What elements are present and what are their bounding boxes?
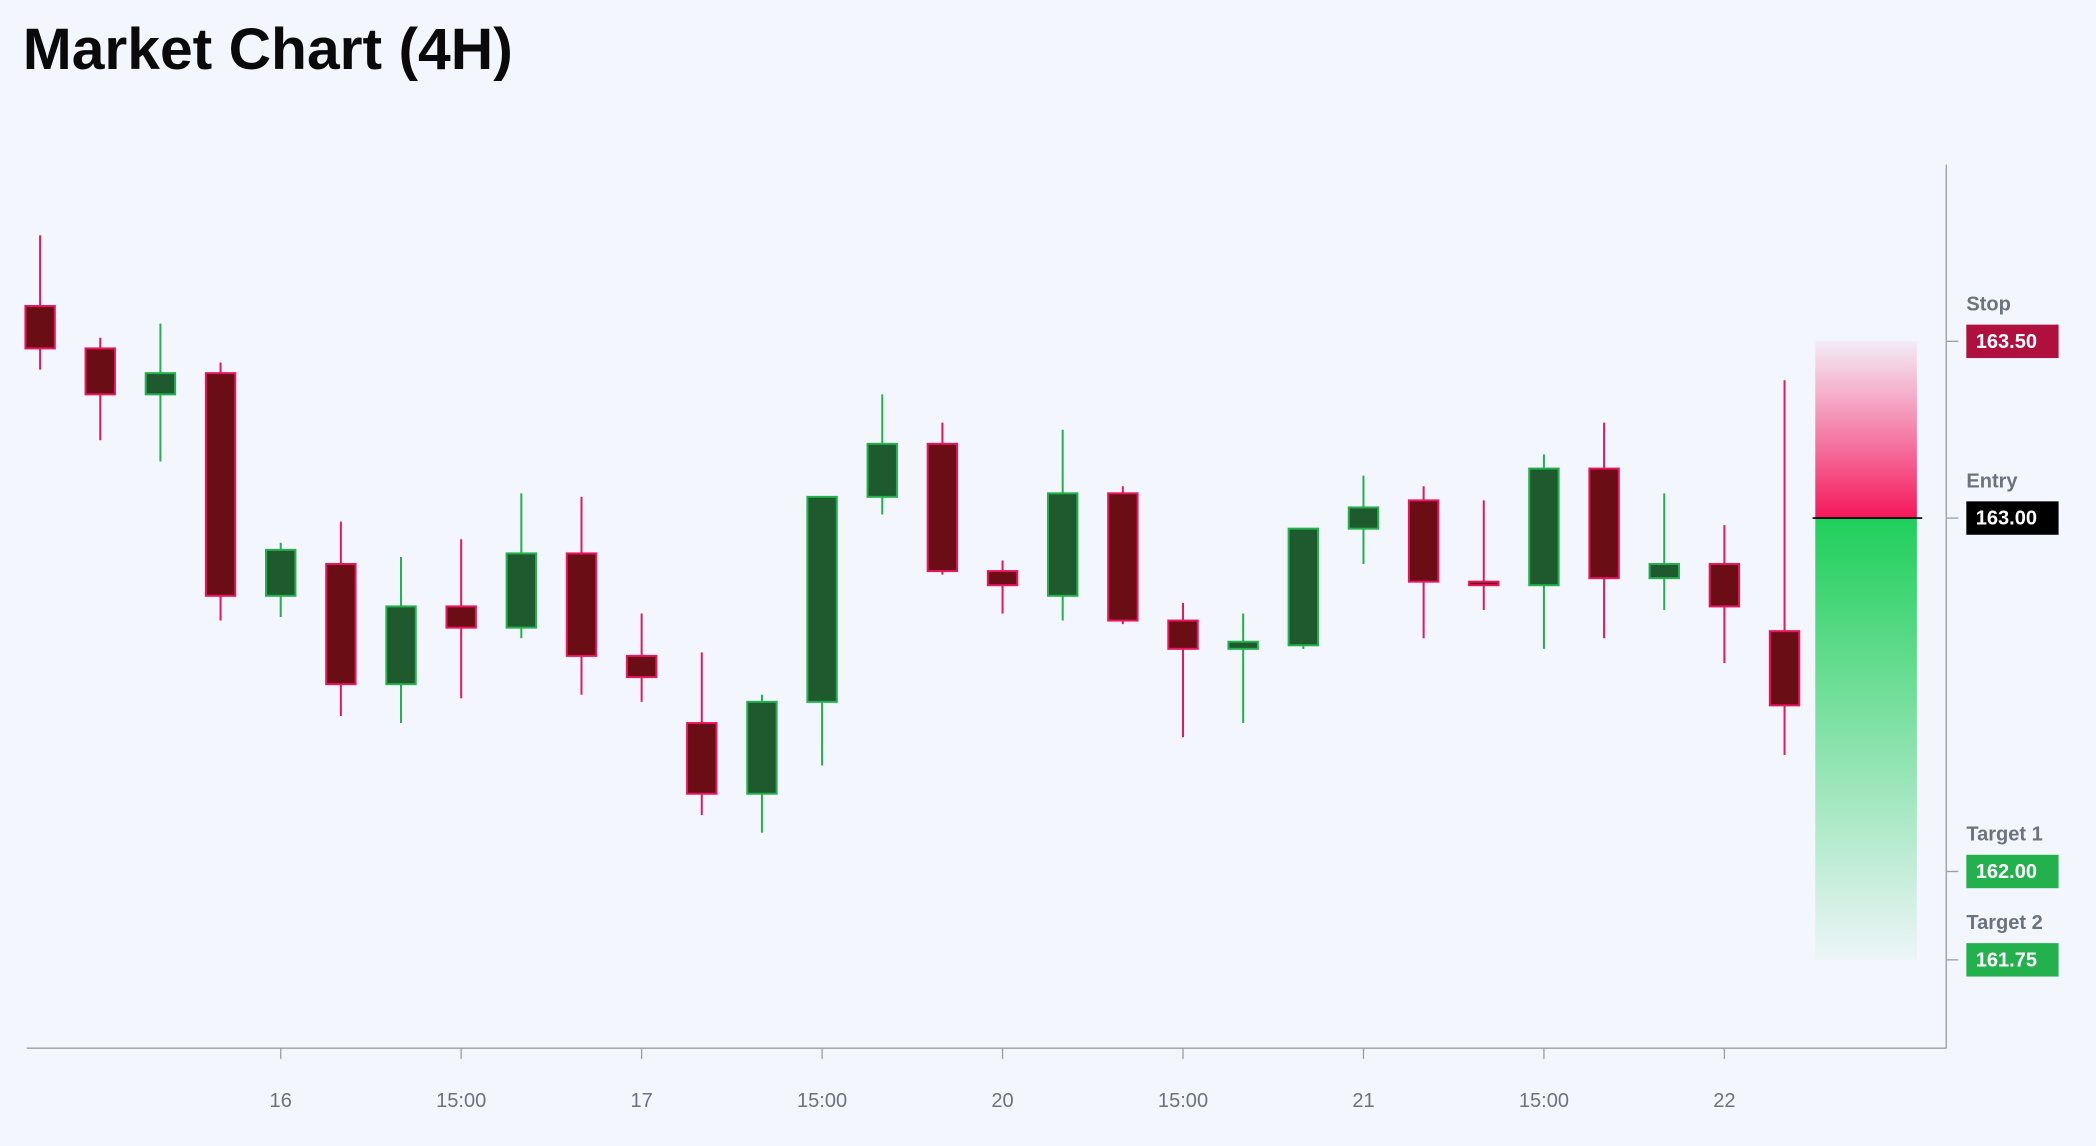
level-name: Target 1 [1966,824,2042,846]
candle-body [565,552,598,657]
candle-body [265,548,297,597]
level-value: 163.00 [1976,508,2037,530]
candle-body [24,304,56,350]
candle-body [926,442,959,573]
x-tick-label: 15:00 [797,1090,847,1112]
level-value: 161.75 [1976,949,2037,971]
level-badge [1966,943,2059,977]
candle-body [445,605,477,629]
target-zone [1815,518,1917,960]
candle-body [1107,492,1139,622]
level-value: 162.00 [1976,861,2037,883]
candle-body [505,552,538,629]
candle-body [1227,640,1259,650]
candle-body [866,442,898,498]
candle-body [1287,527,1320,647]
level-badge [1966,324,2059,359]
candle-body [204,372,237,597]
candle-body [806,495,838,703]
level-name: Entry [1966,470,2018,492]
candle-body [1528,467,1560,587]
candle-body [1648,563,1680,580]
candle-body [686,722,718,795]
level-value: 163.50 [1976,331,2037,353]
candle-body [1347,506,1380,530]
candle-body [385,605,417,686]
x-tick-label: 22 [1713,1090,1735,1112]
level-badge [1966,854,2059,889]
x-tick-label: 16 [270,1090,292,1112]
candle-body [1468,580,1500,587]
level-badge [1966,501,2059,535]
x-tick-label: 15:00 [1519,1090,1569,1112]
candle-body [986,570,1019,587]
candle-body [1407,499,1440,583]
x-tick-label: 20 [991,1090,1013,1112]
candle-body [325,563,357,686]
level-name: Stop [1966,294,2011,316]
level-name: Target 2 [1966,912,2042,934]
candle-body [625,654,658,679]
candle-body [1708,563,1741,608]
candle-body [144,372,177,396]
candle-body [746,700,778,795]
candle-body [84,347,116,396]
x-tick-label: 21 [1352,1090,1374,1112]
candle-body [1768,630,1801,707]
candle-body [1046,492,1079,597]
candle-body [1588,467,1620,580]
candle-body [1167,619,1199,650]
chart-title: Market Chart (4H) [23,17,513,82]
stop-zone [1815,341,1917,519]
x-tick-label: 15:00 [1158,1090,1208,1112]
x-tick-label: 15:00 [436,1090,486,1112]
x-tick-label: 17 [630,1090,652,1112]
